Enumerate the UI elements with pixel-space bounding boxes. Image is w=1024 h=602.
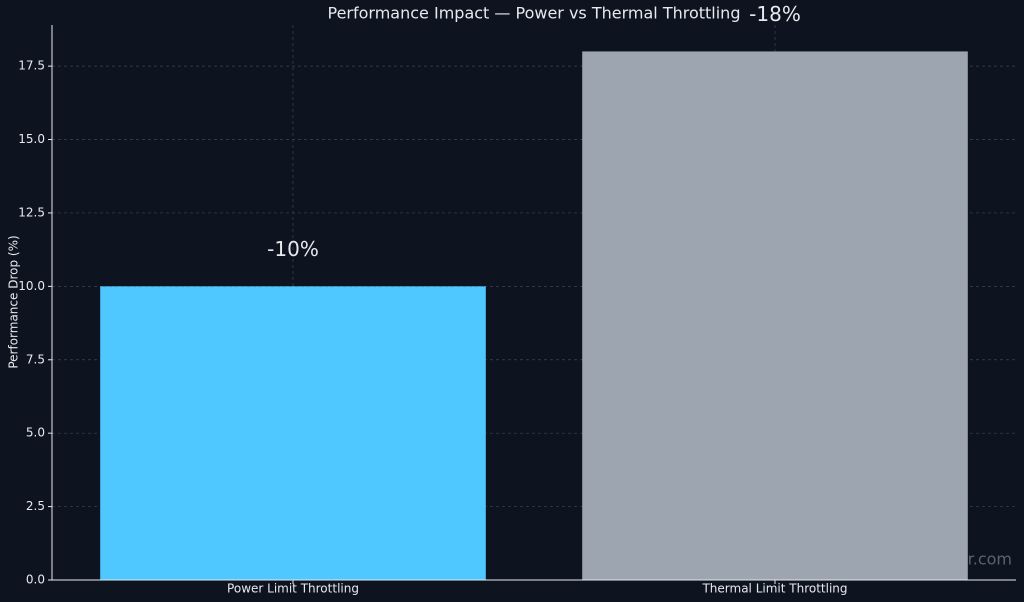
- x-tick-label: Thermal Limit Throttling: [701, 582, 847, 596]
- y-tick-label: 7.5: [26, 352, 45, 366]
- y-tick-label: 2.5: [26, 499, 45, 513]
- bar: [582, 51, 968, 580]
- bar: [100, 286, 486, 580]
- x-tick-label: Power Limit Throttling: [227, 582, 359, 596]
- y-tick-label: 10.0: [18, 279, 45, 293]
- watermark: r.com: [968, 550, 1012, 569]
- y-tick-label: 5.0: [26, 426, 45, 440]
- y-tick-label: 15.0: [18, 132, 45, 146]
- y-axis-label: Performance Drop (%): [7, 235, 21, 368]
- y-tick-label: 12.5: [18, 205, 45, 219]
- value-label: -18%: [749, 2, 801, 26]
- chart-title: Performance Impact — Power vs Thermal Th…: [328, 4, 741, 23]
- y-tick-label: 0.0: [26, 573, 45, 587]
- y-tick-label: 17.5: [18, 59, 45, 73]
- value-label: -10%: [267, 237, 319, 261]
